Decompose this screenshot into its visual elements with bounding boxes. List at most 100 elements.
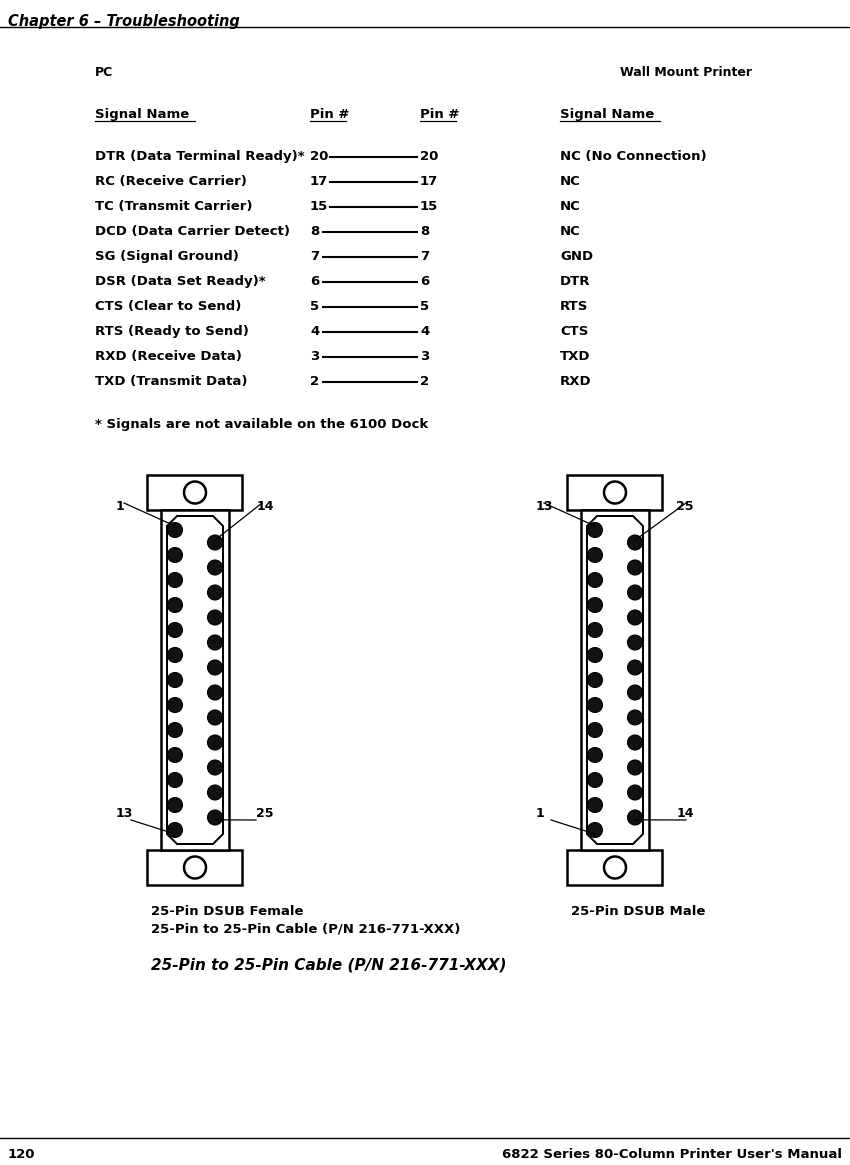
Circle shape: [207, 585, 223, 600]
Circle shape: [167, 548, 183, 563]
Text: 25-Pin to 25-Pin Cable (P/N 216-771-XXX): 25-Pin to 25-Pin Cable (P/N 216-771-XXX): [151, 922, 461, 935]
Bar: [581, 510, 649, 850]
Text: 13: 13: [116, 807, 133, 820]
Text: 25: 25: [677, 500, 694, 513]
Text: 8: 8: [310, 225, 320, 238]
Text: 25: 25: [257, 807, 274, 820]
Bar: [568, 850, 662, 885]
Text: TXD: TXD: [560, 350, 591, 363]
Bar: [148, 475, 242, 510]
Text: 13: 13: [536, 500, 553, 513]
Text: 6822 Series 80-Column Printer User's Manual: 6822 Series 80-Column Printer User's Man…: [502, 1148, 842, 1162]
Polygon shape: [587, 516, 643, 843]
Circle shape: [587, 798, 603, 812]
Text: 2: 2: [420, 375, 429, 388]
Text: RC (Receive Carrier): RC (Receive Carrier): [95, 175, 246, 188]
Circle shape: [167, 722, 183, 737]
Circle shape: [207, 560, 223, 576]
Circle shape: [627, 585, 643, 600]
Circle shape: [627, 709, 643, 725]
Text: 20: 20: [310, 150, 328, 163]
Circle shape: [587, 598, 603, 613]
Text: NC: NC: [560, 225, 581, 238]
Text: NC: NC: [560, 175, 581, 188]
Circle shape: [604, 481, 626, 503]
Circle shape: [627, 535, 643, 550]
Circle shape: [587, 698, 603, 713]
Text: 7: 7: [310, 250, 319, 263]
Circle shape: [167, 522, 183, 537]
Text: 5: 5: [310, 301, 319, 313]
Circle shape: [587, 748, 603, 763]
Circle shape: [167, 748, 183, 763]
Circle shape: [627, 610, 643, 624]
Text: 6: 6: [310, 275, 320, 288]
Text: 3: 3: [420, 350, 429, 363]
Circle shape: [604, 856, 626, 878]
Text: DSR (Data Set Ready)*: DSR (Data Set Ready)*: [95, 275, 265, 288]
Circle shape: [167, 572, 183, 587]
Text: TXD (Transmit Data): TXD (Transmit Data): [95, 375, 247, 388]
Text: SG (Signal Ground): SG (Signal Ground): [95, 250, 239, 263]
Text: 8: 8: [420, 225, 429, 238]
Circle shape: [207, 735, 223, 750]
Circle shape: [627, 810, 643, 825]
Bar: [161, 510, 229, 850]
Circle shape: [207, 760, 223, 775]
Text: 120: 120: [8, 1148, 36, 1162]
Circle shape: [587, 622, 603, 637]
Circle shape: [627, 760, 643, 775]
Text: 14: 14: [257, 500, 274, 513]
Text: Pin #: Pin #: [420, 108, 459, 121]
Circle shape: [587, 772, 603, 788]
Text: TC (Transmit Carrier): TC (Transmit Carrier): [95, 200, 252, 213]
Text: 4: 4: [420, 325, 429, 338]
Circle shape: [167, 622, 183, 637]
Circle shape: [184, 481, 206, 503]
Text: 4: 4: [310, 325, 320, 338]
Text: 1: 1: [536, 807, 545, 820]
Text: 6: 6: [420, 275, 429, 288]
Circle shape: [207, 709, 223, 725]
Text: Chapter 6 – Troubleshooting: Chapter 6 – Troubleshooting: [8, 14, 240, 29]
Circle shape: [207, 610, 223, 624]
Text: 15: 15: [310, 200, 328, 213]
Circle shape: [587, 548, 603, 563]
Circle shape: [207, 810, 223, 825]
Circle shape: [167, 648, 183, 663]
Text: CTS (Clear to Send): CTS (Clear to Send): [95, 301, 241, 313]
Text: 25-Pin to 25-Pin Cable (P/N 216-771-XXX): 25-Pin to 25-Pin Cable (P/N 216-771-XXX): [151, 956, 507, 972]
Text: RXD (Receive Data): RXD (Receive Data): [95, 350, 242, 363]
Text: 25-Pin DSUB Female: 25-Pin DSUB Female: [151, 905, 303, 918]
Circle shape: [207, 661, 223, 675]
Circle shape: [587, 522, 603, 537]
Text: 1: 1: [116, 500, 125, 513]
Text: Pin #: Pin #: [310, 108, 349, 121]
Text: Signal Name: Signal Name: [95, 108, 190, 121]
Text: DCD (Data Carrier Detect): DCD (Data Carrier Detect): [95, 225, 290, 238]
Text: PC: PC: [95, 66, 113, 79]
Circle shape: [167, 598, 183, 613]
Text: DTR (Data Terminal Ready)*: DTR (Data Terminal Ready)*: [95, 150, 304, 163]
Circle shape: [627, 661, 643, 675]
Circle shape: [167, 822, 183, 838]
Text: 7: 7: [420, 250, 429, 263]
Circle shape: [587, 822, 603, 838]
Text: Wall Mount Printer: Wall Mount Printer: [620, 66, 752, 79]
Circle shape: [207, 635, 223, 650]
Text: Signal Name: Signal Name: [560, 108, 654, 121]
Text: 25-Pin DSUB Male: 25-Pin DSUB Male: [571, 905, 706, 918]
Text: RTS: RTS: [560, 301, 588, 313]
Circle shape: [587, 572, 603, 587]
Circle shape: [167, 698, 183, 713]
Circle shape: [167, 798, 183, 812]
Circle shape: [627, 635, 643, 650]
Text: 5: 5: [420, 301, 429, 313]
Text: 2: 2: [310, 375, 319, 388]
Bar: [568, 475, 662, 510]
Circle shape: [167, 772, 183, 788]
Circle shape: [627, 685, 643, 700]
Text: 17: 17: [420, 175, 439, 188]
Circle shape: [207, 535, 223, 550]
Text: 15: 15: [420, 200, 439, 213]
